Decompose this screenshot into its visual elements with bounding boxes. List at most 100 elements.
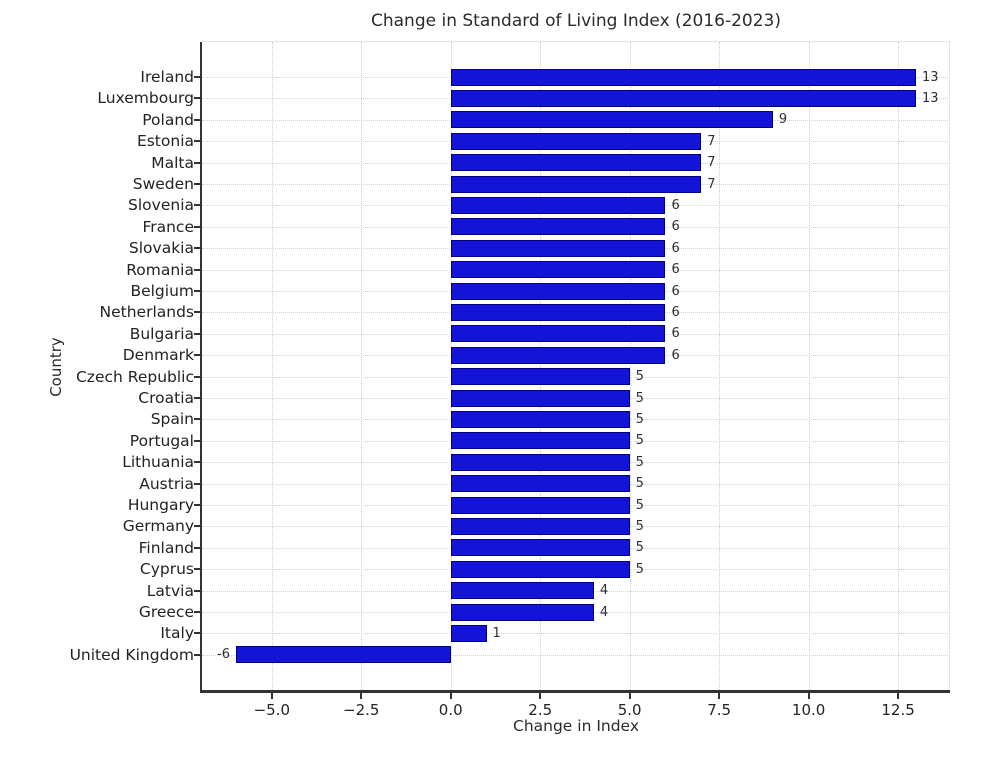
y-tick-mark	[194, 140, 200, 143]
y-tick-mark	[194, 589, 200, 592]
y-tick-mark	[194, 311, 200, 314]
bar-finland	[450, 539, 630, 557]
right-spine	[949, 42, 950, 690]
bar-value-label: 5	[635, 454, 644, 470]
bar-value-label: 6	[671, 283, 680, 299]
bar-value-label: 5	[635, 369, 644, 385]
bar-value-label: -6	[217, 647, 230, 663]
chart-title: Change in Standard of Living Index (2016…	[370, 11, 781, 31]
y-tick-label-denmark: Denmark	[122, 346, 194, 365]
y-tick-mark	[194, 97, 200, 100]
y-tick-label-czech-republic: Czech Republic	[75, 367, 194, 386]
plot-area: 13 13 9 7 7 7 6 6 6 6 6 6 6 6 5 5 5 5 5 5 5 5 5 5 4 4 1 -6	[202, 42, 950, 690]
x-tick-label: 0.0	[438, 701, 463, 719]
y-tick-label-hungary: Hungary	[127, 496, 194, 514]
y-tick-mark	[194, 653, 200, 656]
bar-poland	[450, 111, 773, 129]
bar-cyprus	[450, 560, 630, 578]
y-tick-label-croatia: Croatia	[138, 389, 194, 407]
bar-czech-republic	[450, 368, 630, 386]
x-tick-label: 7.5	[707, 701, 732, 719]
y-tick-mark	[194, 375, 200, 378]
y-tick-mark	[194, 504, 200, 506]
y-tick-label-finland: Finland	[138, 538, 194, 557]
bar-malta	[450, 154, 702, 172]
bar-belgium	[450, 282, 666, 300]
x-tick-mark	[628, 693, 631, 699]
bar-value-label: 6	[671, 219, 680, 235]
bar-value-label: 6	[671, 262, 680, 278]
bar-value-label: 5	[635, 411, 644, 427]
top-spine	[202, 41, 950, 42]
x-tick-mark	[360, 693, 363, 699]
bar-value-label: 13	[922, 69, 939, 85]
vertical-gridline	[361, 42, 363, 690]
bar-value-label: 5	[635, 540, 644, 556]
y-tick-label-romania: Romania	[126, 260, 194, 279]
bar-austria	[450, 475, 630, 493]
horizontal-gridline	[202, 654, 950, 656]
bar-france	[450, 218, 666, 236]
y-tick-mark	[194, 76, 200, 78]
bottom-spine	[200, 690, 950, 693]
bar-value-label: 6	[671, 240, 680, 256]
bar-spain	[450, 410, 630, 428]
y-tick-label-cyprus: Cyprus	[139, 560, 194, 579]
x-tick-label: 10.0	[791, 701, 826, 719]
y-tick-label-greece: Greece	[138, 603, 194, 621]
bar-greece	[450, 603, 594, 621]
y-tick-mark	[194, 204, 200, 207]
bar-value-label: 5	[635, 561, 644, 577]
y-tick-label-belgium: Belgium	[130, 282, 194, 300]
y-tick-mark	[194, 418, 200, 421]
x-tick-mark	[718, 693, 721, 699]
bar-value-label: 9	[778, 112, 788, 128]
y-tick-label-netherlands: Netherlands	[99, 303, 194, 322]
y-tick-mark	[194, 397, 200, 399]
x-tick-mark	[807, 693, 810, 699]
y-tick-mark	[194, 354, 200, 357]
vertical-gridline	[540, 42, 542, 690]
bar-value-label: 7	[707, 155, 716, 171]
bar-value-label: 7	[707, 176, 716, 192]
y-tick-label-austria: Austria	[139, 474, 194, 493]
y-tick-label-ireland: Ireland	[140, 68, 194, 86]
bar-denmark	[450, 346, 666, 364]
y-tick-mark	[194, 268, 200, 271]
bar-value-label: 1	[492, 625, 501, 641]
y-tick-label-bulgaria: Bulgaria	[129, 324, 194, 343]
x-tick-label: 5.0	[617, 701, 642, 719]
x-tick-label: 2.5	[528, 701, 553, 719]
vertical-gridline	[450, 42, 452, 690]
horizontal-gridline	[202, 633, 950, 635]
y-tick-mark	[194, 611, 200, 613]
x-tick-mark	[539, 693, 542, 699]
bar-estonia	[450, 132, 702, 150]
bar-netherlands	[450, 303, 666, 321]
vertical-gridline	[271, 42, 273, 690]
y-tick-mark	[194, 482, 200, 485]
bar-croatia	[450, 389, 630, 407]
y-tick-mark	[194, 183, 200, 185]
bar-value-label: 5	[635, 518, 644, 534]
vertical-gridline	[808, 42, 810, 690]
bar-portugal	[450, 432, 630, 450]
y-tick-mark	[194, 439, 200, 442]
bar-value-label: 6	[671, 197, 680, 213]
y-tick-label-slovenia: Slovenia	[128, 196, 194, 215]
x-tick-label: −5.0	[253, 701, 290, 719]
y-tick-label-france: France	[142, 217, 194, 236]
y-tick-label-slovakia: Slovakia	[128, 239, 194, 258]
bar-value-label: 4	[599, 583, 609, 599]
x-tick-mark	[449, 693, 452, 699]
bar-latvia	[450, 582, 594, 600]
bar-value-label: 6	[671, 304, 680, 320]
bar-bulgaria	[450, 325, 666, 343]
y-tick-mark	[194, 568, 200, 571]
vertical-gridline	[719, 42, 721, 690]
bar-romania	[450, 261, 666, 279]
bar-ireland	[450, 68, 916, 86]
bar-italy	[450, 624, 487, 642]
y-tick-mark	[194, 290, 200, 292]
